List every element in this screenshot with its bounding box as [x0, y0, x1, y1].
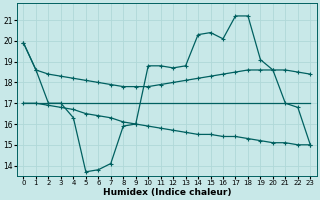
X-axis label: Humidex (Indice chaleur): Humidex (Indice chaleur) — [103, 188, 231, 197]
